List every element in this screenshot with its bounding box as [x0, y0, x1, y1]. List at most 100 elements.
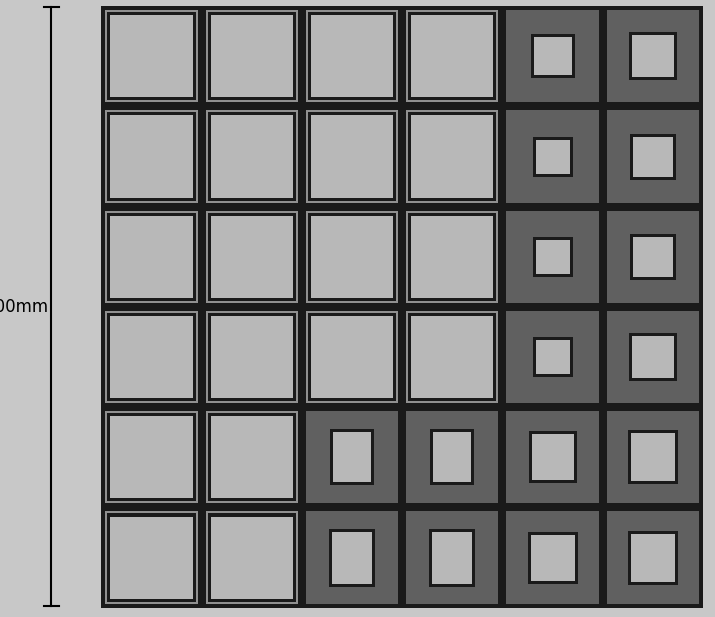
Bar [406, 311, 498, 404]
Bar [506, 10, 598, 102]
Bar [528, 431, 576, 484]
Bar [311, 115, 393, 197]
Bar [107, 513, 196, 602]
Bar [105, 10, 197, 102]
Bar [311, 15, 393, 97]
Bar [607, 511, 699, 603]
Bar [536, 240, 570, 274]
Bar [107, 213, 196, 301]
Bar [330, 429, 374, 486]
Bar [207, 513, 296, 602]
Bar [311, 316, 393, 398]
Bar [429, 529, 475, 587]
Bar [633, 136, 673, 176]
Bar [105, 412, 197, 503]
Bar [332, 532, 372, 584]
Bar [206, 110, 298, 202]
Bar [533, 337, 573, 377]
Bar [531, 35, 575, 78]
Bar [607, 10, 699, 102]
Bar [411, 115, 493, 197]
Bar [408, 112, 496, 201]
Bar [411, 316, 493, 398]
Bar [632, 35, 674, 77]
Bar [110, 416, 192, 499]
Bar [333, 433, 371, 482]
Bar [406, 110, 498, 202]
Bar [628, 32, 677, 80]
Bar [211, 115, 293, 197]
Bar [329, 529, 375, 587]
Bar [306, 110, 398, 202]
Bar [206, 412, 298, 503]
Bar [533, 37, 571, 75]
Bar [105, 110, 197, 202]
Bar [308, 213, 396, 301]
Bar [411, 216, 493, 298]
Bar [110, 516, 192, 598]
Bar [628, 531, 678, 585]
Bar [506, 412, 598, 503]
Bar [105, 311, 197, 404]
Bar [110, 216, 192, 298]
Bar [207, 12, 296, 101]
Bar [631, 534, 675, 582]
Bar [406, 211, 498, 303]
Bar [206, 311, 298, 404]
Bar [211, 15, 293, 97]
Bar [206, 10, 298, 102]
Text: 300mm: 300mm [0, 297, 49, 316]
Bar [306, 211, 398, 303]
Bar [408, 313, 496, 401]
Bar [533, 136, 573, 176]
Bar [630, 234, 676, 280]
Bar [506, 511, 598, 603]
Bar [607, 211, 699, 303]
Bar [408, 12, 496, 101]
Bar [506, 110, 598, 202]
Bar [631, 433, 675, 481]
Bar [207, 313, 296, 401]
Bar [206, 511, 298, 603]
Bar [110, 15, 192, 97]
Bar [207, 413, 296, 502]
Bar [628, 333, 677, 381]
Bar [306, 10, 398, 102]
Bar [308, 313, 396, 401]
Bar [107, 413, 196, 502]
Bar [110, 316, 192, 398]
Bar [607, 412, 699, 503]
Bar [211, 316, 293, 398]
Bar [406, 412, 498, 503]
Bar [630, 133, 676, 180]
Bar [306, 311, 398, 404]
Bar [107, 12, 196, 101]
Bar [506, 311, 598, 404]
Bar [211, 416, 293, 499]
Bar [633, 237, 673, 277]
Bar [207, 112, 296, 201]
Bar [105, 511, 197, 603]
Bar [105, 211, 197, 303]
Bar [110, 115, 192, 197]
Bar [632, 336, 674, 378]
Bar [311, 216, 393, 298]
Bar [536, 139, 570, 173]
Bar [308, 112, 396, 201]
Bar [433, 433, 471, 482]
Bar [207, 213, 296, 301]
Bar [533, 237, 573, 277]
Bar [430, 429, 474, 486]
Bar [306, 412, 398, 503]
Bar [536, 340, 570, 374]
Bar [433, 532, 473, 584]
Bar [107, 313, 196, 401]
Bar [628, 430, 678, 484]
Bar [211, 516, 293, 598]
Bar [406, 511, 498, 603]
Bar [607, 110, 699, 202]
Bar [107, 112, 196, 201]
Bar [308, 12, 396, 101]
Bar [607, 311, 699, 404]
Bar [506, 211, 598, 303]
